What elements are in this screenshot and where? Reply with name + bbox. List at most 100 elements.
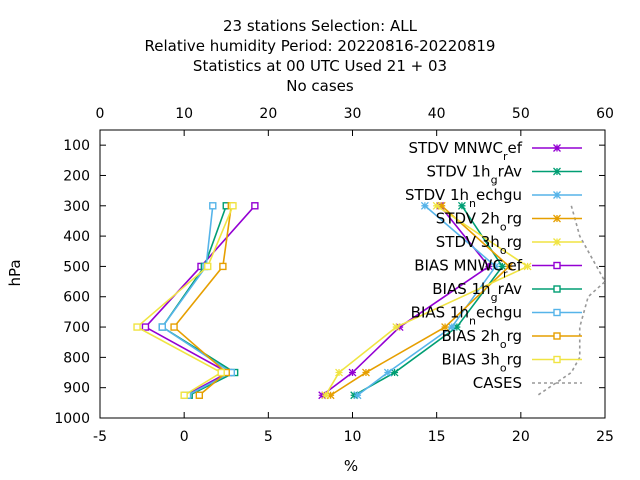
series-bias-3h-org	[133, 202, 237, 399]
series-line	[144, 205, 256, 396]
y-axis-label: hPa	[6, 259, 24, 286]
x-bottom-tick-label: -5	[93, 429, 107, 445]
y-tick-label: 200	[63, 168, 90, 184]
x-bottom-tick-label: 25	[596, 429, 614, 445]
x-top-tick-label: 10	[175, 106, 193, 122]
legend-label: STDV MNWCref	[408, 139, 522, 163]
legend-label: CASES	[473, 374, 522, 392]
legend-entry: CASES	[473, 374, 582, 392]
star-marker	[383, 368, 392, 377]
title-line-3: Statistics at 00 UTC Used 21 + 03	[192, 57, 448, 75]
legend-entry: BIAS MNWCref	[414, 257, 582, 281]
star-marker	[437, 201, 446, 210]
x-top-tick-label: 40	[428, 106, 446, 122]
square-marker	[217, 368, 225, 377]
legend-entry: BIAS 1hnechgu	[411, 304, 582, 328]
series-stdv-1h-nechgu	[353, 201, 500, 400]
series-cases	[537, 205, 607, 396]
star-marker	[353, 391, 362, 400]
star-marker	[457, 201, 466, 210]
star-marker	[498, 262, 507, 271]
y-tick-label: 400	[63, 229, 90, 245]
y-tick-label: 100	[63, 138, 90, 154]
square-marker	[180, 391, 188, 399]
star-marker	[392, 323, 401, 332]
x-bottom-tick-label: 15	[428, 429, 446, 445]
legend-entry: STDV 1hnechgu	[405, 186, 582, 210]
star-marker	[326, 391, 335, 400]
legend-entry: STDV 2horg	[436, 210, 582, 234]
square-marker	[229, 202, 237, 210]
square-marker	[553, 285, 561, 293]
star-marker	[362, 368, 370, 377]
series-stdv-2h-org	[326, 201, 514, 400]
legend-entry: BIAS 1hgrAv	[432, 280, 582, 304]
square-marker	[133, 323, 141, 331]
legend-entry: BIAS 2horg	[442, 327, 582, 351]
star-marker	[432, 201, 441, 210]
star-marker	[523, 262, 532, 271]
y-tick-label: 1000	[54, 411, 90, 427]
legend-entry: BIAS 3horg	[442, 351, 582, 375]
star-marker	[390, 368, 399, 377]
star-marker	[447, 323, 456, 332]
star-marker	[441, 323, 450, 332]
star-marker	[505, 262, 514, 271]
x-top-tick-label: 20	[259, 106, 277, 122]
series-bias-mnwc-ref	[141, 202, 259, 399]
x-top-tick-label: 60	[596, 106, 614, 122]
x-bottom-tick-label: 20	[512, 429, 530, 445]
x-bottom-tick-label: 0	[180, 429, 189, 445]
legend-entry: STDV 3horg	[436, 233, 582, 257]
square-marker	[553, 308, 561, 317]
series-line	[537, 205, 607, 396]
title-line-4: No cases	[286, 77, 354, 95]
star-marker	[491, 262, 500, 271]
square-marker	[553, 261, 561, 270]
legend-entry: STDV 1hgrAv	[427, 163, 582, 187]
star-marker	[484, 262, 493, 271]
star-marker	[553, 167, 561, 176]
star-marker	[553, 191, 561, 199]
legend-label: BIAS 2horg	[442, 327, 523, 351]
legend-label: BIAS 3horg	[442, 351, 523, 375]
y-tick-label: 600	[63, 290, 90, 306]
title-line-1: 23 stations Selection: ALL	[223, 17, 417, 35]
x-axis-label: %	[344, 457, 358, 475]
legend-label: STDV 1hgrAv	[427, 163, 523, 187]
legend-label: STDV 2horg	[436, 210, 522, 234]
square-marker	[251, 202, 259, 210]
y-tick-label: 500	[63, 259, 90, 275]
y-tick-label: 900	[63, 381, 90, 397]
square-marker	[204, 262, 212, 271]
legend-label: BIAS MNWCref	[414, 257, 522, 281]
square-marker	[158, 323, 166, 331]
square-marker	[553, 355, 561, 364]
legend-entry: STDV MNWCref	[408, 139, 582, 163]
square-marker	[195, 391, 204, 399]
star-marker	[348, 368, 357, 377]
axes: -5 0 5 10 15 20 25 0 10 20 30 40 50 60 100 200 300 400 500…	[54, 106, 614, 445]
star-marker	[553, 238, 561, 246]
square-marker	[141, 323, 150, 331]
square-marker	[219, 262, 227, 271]
x-bottom-tick-label: 5	[264, 429, 273, 445]
legend-label: STDV 1hnechgu	[405, 186, 522, 210]
legend-label: BIAS 1hnechgu	[411, 304, 522, 328]
star-marker	[420, 201, 429, 210]
star-marker	[321, 391, 330, 400]
title-line-2: Relative humidity Period: 20220816-20220…	[144, 37, 496, 55]
series-layer	[133, 201, 607, 400]
x-bottom-tick-label: 10	[344, 429, 362, 445]
series-stdv-mnwc-ref	[318, 201, 493, 400]
x-top-tick-label: 30	[344, 106, 362, 122]
y-tick-label: 800	[63, 350, 90, 366]
x-top-tick-label: 0	[96, 106, 105, 122]
star-marker	[335, 368, 343, 377]
series-stdv-1h-grav	[350, 201, 507, 400]
x-top-tick-label: 50	[512, 106, 530, 122]
star-marker	[452, 323, 461, 332]
y-tick-label: 700	[63, 320, 90, 336]
